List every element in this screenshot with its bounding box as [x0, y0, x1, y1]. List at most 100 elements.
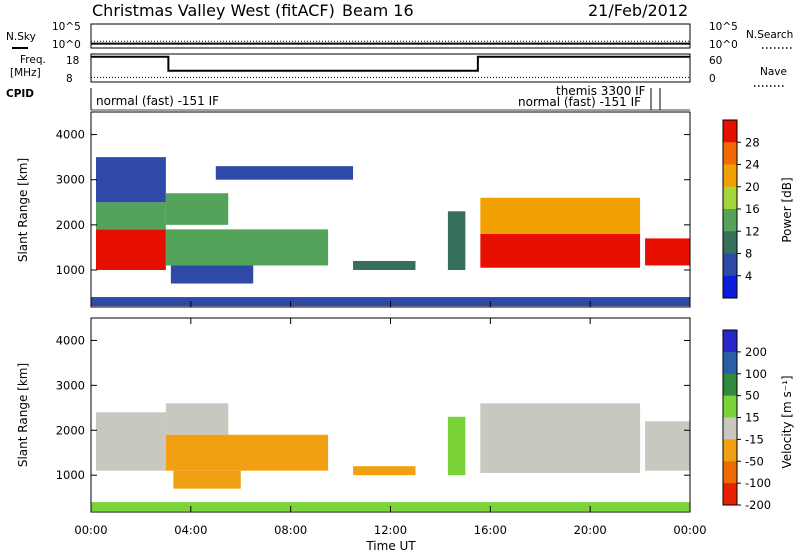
- noise-tick-right-top: 10^5: [709, 21, 738, 33]
- colorbar-tick-label: 4: [745, 269, 752, 283]
- nsky-label: N.Sky: [6, 31, 36, 43]
- heatmap-cell: [95, 412, 166, 471]
- cpid-label: CPID: [6, 88, 34, 100]
- colorbar-tick-label: -200: [745, 498, 771, 512]
- power-colorbar: 4 8 12 16 20 24 28: [722, 119, 760, 299]
- heatmap-cell: [95, 202, 166, 230]
- noise-tick-right-bottom: 10^0: [709, 39, 738, 51]
- colorbar-swatch: [723, 186, 737, 210]
- colorbar-swatch: [723, 120, 737, 143]
- heatmap-cell: [353, 260, 416, 270]
- colorbar-swatch: [723, 142, 737, 165]
- y-tick-label: 2000: [56, 218, 85, 232]
- heatmap-cell: [645, 238, 690, 266]
- colorbar-tick-label: 15: [745, 411, 760, 425]
- colorbar-swatch: [723, 164, 737, 188]
- x-tick-label: 00:00: [74, 523, 107, 537]
- freq-label: Freq.: [20, 54, 46, 66]
- colorbar-swatch: [723, 231, 737, 254]
- colorbar-tick-label: -15: [745, 432, 764, 446]
- x-tick-label: 04:00: [174, 523, 207, 537]
- x-tick-label: 00:00: [673, 523, 706, 537]
- cpid-entry-2: themis 3300 IF: [556, 84, 646, 98]
- colorbar-swatch: [723, 417, 737, 440]
- freq-tick-top: 18: [66, 55, 79, 67]
- x-tick-label: 12:00: [374, 523, 407, 537]
- colorbar-swatch: [723, 373, 737, 397]
- colorbar-tick-label: 200: [745, 345, 767, 359]
- colorbar-swatch: [723, 351, 737, 375]
- nave-label: Nave: [760, 66, 787, 78]
- beam-title: Beam 16: [342, 1, 414, 20]
- y-tick-label: 4000: [56, 333, 85, 347]
- x-tick-label: 16:00: [474, 523, 507, 537]
- nave-tick-top: 60: [709, 55, 722, 67]
- power-ylabel: Slant Range [km]: [16, 158, 30, 262]
- heatmap-cell: [480, 403, 641, 473]
- date-title: 21/Feb/2012: [588, 1, 688, 20]
- cpid-entry-3: normal (fast) -151 IF: [518, 95, 641, 109]
- colorbar-tick-label: 24: [745, 158, 760, 172]
- heatmap-cell: [173, 470, 241, 489]
- heatmap-cell: [165, 403, 229, 435]
- y-tick-label: 1000: [56, 263, 85, 277]
- cpid-entry-1: normal (fast) -151 IF: [96, 94, 219, 108]
- x-tick-label: 20:00: [574, 523, 607, 537]
- y-tick-label: 3000: [56, 378, 85, 392]
- nave-tick-bottom: 0: [709, 73, 716, 85]
- noise-tick-left-bottom: 10^0: [52, 39, 81, 51]
- y-tick-label: 1000: [56, 468, 85, 482]
- velocity-ylabel: Slant Range [km]: [16, 363, 30, 467]
- heatmap-cell: [645, 421, 690, 471]
- nsearch-label: N.Search: [746, 29, 793, 41]
- colorbar-tick-label: 8: [745, 247, 752, 261]
- y-tick-label: 2000: [56, 423, 85, 437]
- colorbar-tick-label: -100: [745, 476, 771, 490]
- freq-unit: [MHz]: [10, 67, 41, 79]
- noise-panel: N.Sky 10^5 10^0 10^5 10^0 N.Search: [6, 21, 793, 51]
- heatmap-cell: [215, 166, 354, 180]
- colorbar-swatch: [723, 483, 737, 506]
- colorbar-swatch: [723, 209, 737, 232]
- x-axis-label: Time UT: [365, 539, 416, 553]
- velocity-colorbar-label: Velocity [m s⁻¹]: [780, 375, 794, 468]
- colorbar-swatch: [723, 330, 737, 353]
- heatmap-cell: [165, 434, 329, 471]
- heatmap-cell: [447, 416, 466, 476]
- heatmap-cell: [95, 229, 166, 270]
- colorbar-tick-label: 50: [745, 389, 760, 403]
- velocity-colorbar: 200 100 50 15 -15 -50 -100 -200: [722, 329, 771, 512]
- colorbar-tick-label: 28: [745, 135, 760, 149]
- heatmap-cell: [95, 157, 166, 203]
- freq-tick-bottom: 8: [66, 73, 73, 85]
- freq-panel: Freq. [MHz] 18 8 60 0 Nave: [10, 53, 787, 87]
- colorbar-tick-label: 20: [745, 180, 760, 194]
- power-colorbar-label: Power [dB]: [780, 177, 794, 242]
- colorbar-tick-label: 100: [745, 367, 767, 381]
- noise-tick-left-top: 10^5: [52, 21, 81, 33]
- heatmap-cell: [353, 466, 416, 476]
- colorbar-tick-label: -50: [745, 454, 764, 468]
- colorbar-swatch: [723, 439, 737, 462]
- cpid-panel: CPID normal (fast) -151 IF themis 3300 I…: [6, 84, 690, 111]
- heatmap-cell: [165, 193, 229, 225]
- colorbar-swatch: [723, 253, 737, 277]
- heatmap-cell: [170, 265, 254, 284]
- power-panel: 1000 2000 3000 4000: [56, 111, 691, 308]
- x-tick-label: 08:00: [274, 523, 307, 537]
- velocity-panel: 1000 2000 3000 4000: [56, 317, 691, 513]
- colorbar-swatch: [723, 395, 737, 418]
- heatmap-cell: [480, 233, 641, 268]
- freq-series: [91, 55, 690, 72]
- colorbar-swatch: [723, 461, 737, 484]
- y-tick-label: 4000: [56, 128, 85, 142]
- station-title: Christmas Valley West (fitACF): [92, 1, 335, 20]
- heatmap-cell: [480, 197, 641, 234]
- colorbar-swatch: [723, 275, 737, 299]
- heatmap-cell: [447, 211, 466, 270]
- colorbar-tick-label: 16: [745, 202, 760, 216]
- heatmap-cell: [165, 229, 329, 266]
- y-tick-label: 3000: [56, 173, 85, 187]
- colorbar-tick-label: 12: [745, 224, 760, 238]
